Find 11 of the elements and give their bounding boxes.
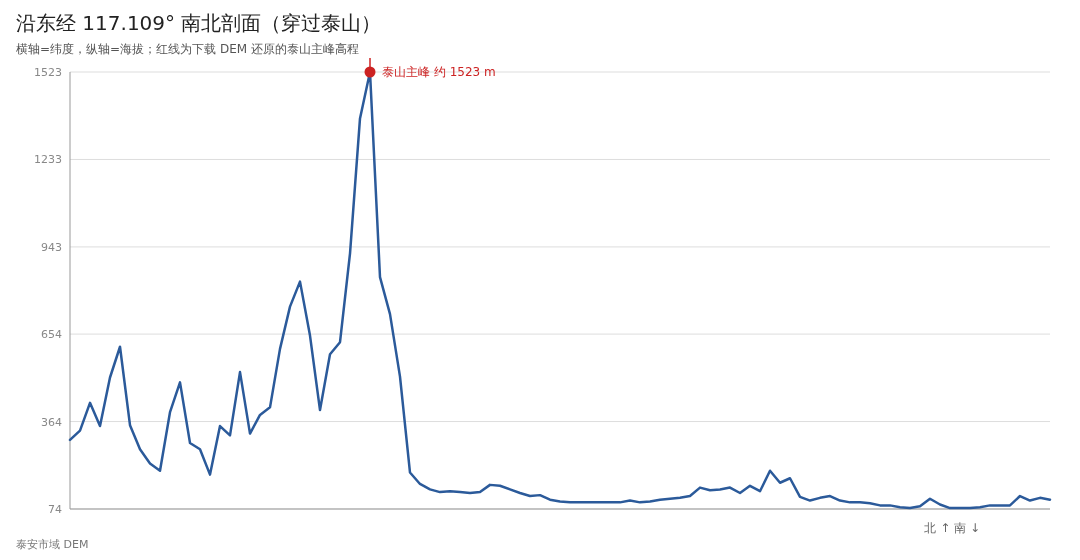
y-tick-label: 1523 xyxy=(34,66,62,79)
text: 泰安市域 DEM xyxy=(16,538,89,551)
chart-subtitle: 横轴=纬度，纵轴=海拔；红线为下载 DEM 还原的泰山主峰高程 xyxy=(16,42,359,56)
y-tick-label: 74 xyxy=(48,503,62,516)
chart-title: 沿东经 117.109° 南北剖面（穿过泰山） xyxy=(16,11,382,35)
x-axis-title: 北 ↑ 南 ↓ xyxy=(924,521,980,535)
data-label: 泰山主峰 约 1523 m xyxy=(382,65,496,79)
y-tick-label: 654 xyxy=(41,328,62,342)
y-tick-label: 364 xyxy=(41,415,62,429)
y-tick-label: 943 xyxy=(41,240,62,254)
y-tick-label: 1233 xyxy=(34,153,62,167)
